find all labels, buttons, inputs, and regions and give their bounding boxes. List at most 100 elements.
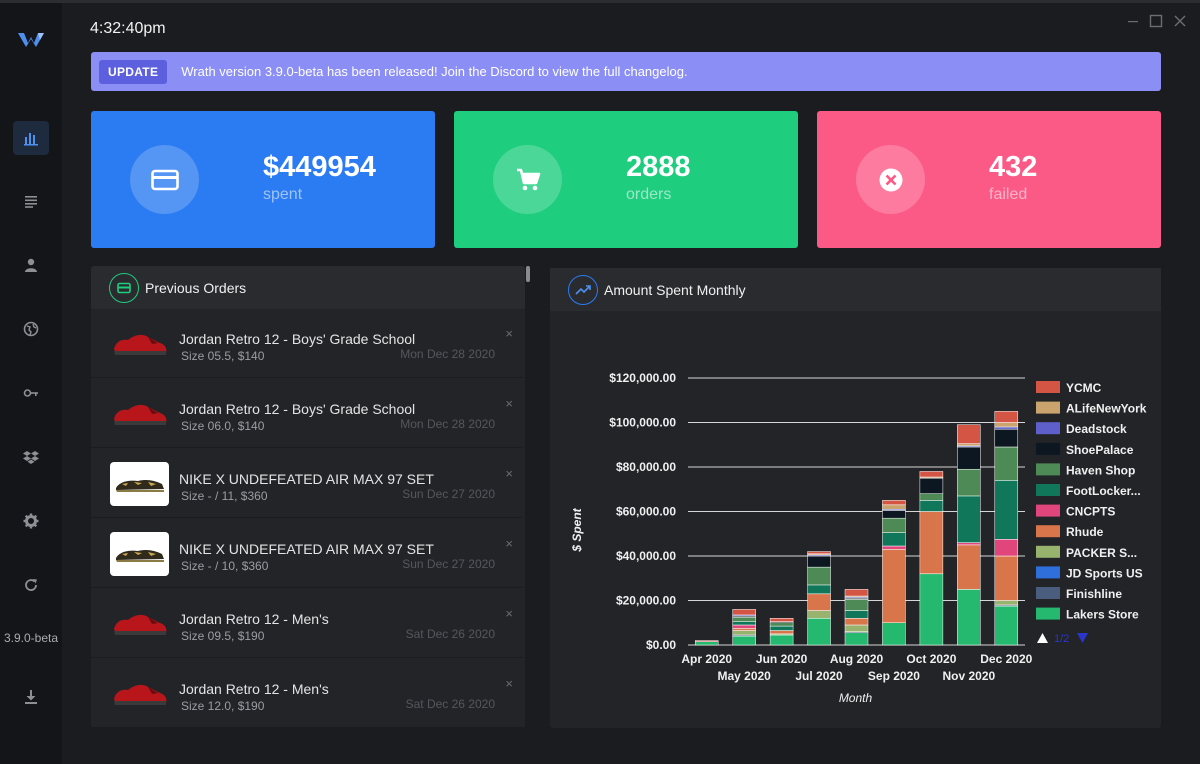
- bar-segment: [994, 428, 1019, 448]
- close-icon: [1174, 15, 1186, 27]
- order-date: Sun Dec 27 2020: [402, 557, 495, 571]
- legend-next-icon[interactable]: [1077, 633, 1088, 643]
- legend-swatch: [1036, 484, 1060, 496]
- bar-segment: [732, 616, 756, 622]
- bar-segment: [694, 641, 719, 646]
- close-window-button[interactable]: [1171, 12, 1189, 30]
- previous-orders-panel: Previous Orders Jordan Retro 12 - Boys' …: [91, 266, 525, 728]
- wrath-logo-icon[interactable]: [18, 29, 44, 49]
- bar-segment: [957, 495, 981, 543]
- order-product-name: Jordan Retro 12 - Boys' Grade School: [179, 331, 416, 347]
- remove-order-button[interactable]: ×: [505, 536, 513, 551]
- maximize-button[interactable]: [1147, 12, 1165, 30]
- sidebar-item-proxies[interactable]: [13, 312, 49, 346]
- remove-order-button[interactable]: ×: [505, 606, 513, 621]
- bar-segment: [882, 549, 906, 623]
- legend-label: Finishline: [1066, 587, 1122, 601]
- order-row[interactable]: Jordan Retro 12 - Men's Size 12.0, $190 Sa…: [91, 659, 523, 728]
- bar-segment: [844, 589, 869, 597]
- legend-swatch: [1036, 607, 1060, 620]
- key-icon: [23, 389, 38, 397]
- bar-segment: [807, 618, 831, 646]
- credit-card-icon: [130, 145, 199, 214]
- legend-label: JD Sports US: [1066, 566, 1143, 580]
- sidebar-item-settings[interactable]: [13, 504, 49, 538]
- orders-scrollbar-thumb[interactable]: [526, 266, 530, 282]
- bar-segment: [994, 422, 1019, 428]
- update-banner[interactable]: UPDATE Wrath version 3.9.0-beta has been…: [91, 52, 1161, 91]
- bar-segment: [919, 511, 944, 575]
- shoe-thumbnail: [110, 672, 169, 716]
- order-row[interactable]: Jordan Retro 12 - Men's Size 09.5, $190 Sa…: [91, 589, 523, 658]
- bar-segment: [844, 632, 869, 646]
- minimize-button[interactable]: [1124, 12, 1142, 30]
- order-row[interactable]: Jordan Retro 12 - Boys' Grade School Size…: [91, 309, 523, 378]
- remove-order-button[interactable]: ×: [505, 466, 513, 481]
- amount-spent-title: Amount Spent Monthly: [604, 281, 746, 298]
- sidebar-item-tasks[interactable]: [13, 184, 49, 218]
- bar-segment: [957, 589, 981, 646]
- order-row[interactable]: NIKE X UNDEFEATED AIR MAX 97 SET Size - /…: [91, 519, 523, 588]
- bar-segment: [732, 621, 756, 626]
- bar-segment: [844, 610, 869, 619]
- legend-swatch: [1036, 381, 1060, 393]
- remove-order-button[interactable]: ×: [505, 676, 513, 691]
- globe-icon: [23, 321, 39, 337]
- bar-segment: [732, 635, 756, 646]
- order-row[interactable]: Jordan Retro 12 - Boys' Grade School Size…: [91, 379, 523, 448]
- minimize-icon: [1128, 21, 1138, 23]
- bar-segment: [957, 542, 981, 546]
- remove-order-button[interactable]: ×: [505, 396, 513, 411]
- sidebar-item-profiles[interactable]: [13, 248, 49, 282]
- bar-segment: [882, 517, 906, 533]
- orders-scrollbar[interactable]: [525, 266, 531, 728]
- x-tick-label: Dec 2020: [980, 652, 1032, 666]
- bar-segment: [882, 545, 906, 550]
- bar-segment: [844, 624, 869, 632]
- sidebar-item-dropbox[interactable]: [13, 440, 49, 474]
- y-tick-label: $120,000.00: [609, 371, 676, 385]
- x-tick-label: May 2020: [717, 669, 771, 683]
- order-size-price: Size 12.0, $190: [181, 699, 265, 713]
- bar-segment: [844, 599, 869, 611]
- order-date: Sat Dec 26 2020: [405, 697, 495, 711]
- bar-segment: [882, 500, 906, 506]
- legend-swatch: [1036, 587, 1060, 599]
- bar-segment: [919, 477, 944, 494]
- legend-page-indicator: 1/2: [1054, 633, 1069, 645]
- legend-prev-icon[interactable]: [1037, 633, 1048, 643]
- failed-label: failed: [989, 186, 1028, 203]
- amount-spent-chart: $0.00 $20,000.00 $40,000.00 $60,000.00 $80,0…: [570, 371, 1147, 705]
- order-row[interactable]: NIKE X UNDEFEATED AIR MAX 97 SET Size - /…: [91, 449, 523, 518]
- x-tick-label: Nov 2020: [942, 669, 995, 683]
- update-banner-text: Wrath version 3.9.0-beta has been releas…: [181, 64, 688, 79]
- bar-segment: [882, 504, 906, 510]
- sidebar-item-accounts[interactable]: [13, 376, 49, 410]
- amount-spent-header: Amount Spent Monthly: [550, 268, 1161, 311]
- bar-segment: [994, 426, 1019, 430]
- order-product-name: Jordan Retro 12 - Men's: [179, 611, 329, 627]
- remove-order-button[interactable]: ×: [505, 326, 513, 341]
- bar-segment: [919, 573, 944, 646]
- legend-swatch: [1036, 504, 1060, 517]
- legend-label: FootLocker...: [1066, 484, 1141, 498]
- sidebar-item-dashboard[interactable]: [13, 121, 49, 155]
- bar-segment: [994, 480, 1019, 540]
- legend-label: ALifeNewYork: [1066, 402, 1147, 416]
- shoe-thumbnail: [110, 392, 169, 436]
- maximize-icon: [1149, 14, 1163, 28]
- bar-segment: [807, 584, 831, 595]
- order-card-icon: [109, 272, 139, 303]
- bar-segment: [732, 624, 756, 629]
- order-product-name: Jordan Retro 12 - Men's: [179, 681, 329, 697]
- order-product-name: NIKE X UNDEFEATED AIR MAX 97 SET: [179, 541, 434, 557]
- sidebar-item-download[interactable]: [13, 680, 49, 714]
- x-tick-label: Jun 2020: [756, 652, 808, 666]
- bar-segment: [844, 618, 869, 626]
- sidebar-item-refresh[interactable]: [13, 568, 49, 602]
- bar-segment: [807, 566, 831, 586]
- x-tick-label: Aug 2020: [830, 652, 884, 666]
- order-date: Sat Dec 26 2020: [405, 627, 495, 641]
- spent-label: spent: [263, 186, 303, 203]
- shoe-thumbnail: [110, 462, 169, 506]
